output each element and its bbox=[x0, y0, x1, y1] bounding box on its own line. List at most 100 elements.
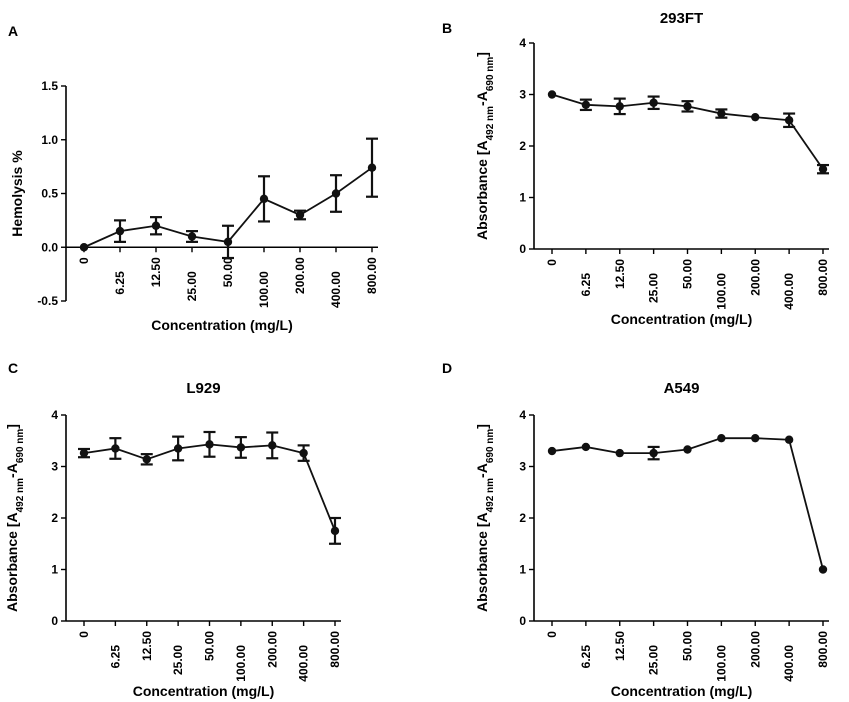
data-point bbox=[115, 226, 125, 236]
data-point bbox=[151, 221, 161, 230]
data-point bbox=[268, 441, 277, 450]
y-tick-label: 3 bbox=[51, 460, 58, 474]
data-point bbox=[649, 448, 658, 458]
x-tick-label: 800.00 bbox=[816, 631, 830, 668]
panel-letter: C bbox=[8, 360, 18, 376]
x-axis-label: Concentration (mg/L) bbox=[133, 683, 275, 699]
y-tick-label: 0 bbox=[51, 614, 58, 628]
data-point bbox=[223, 237, 233, 247]
x-tick-label: 25.00 bbox=[171, 645, 185, 675]
y-axis-label-part: Absorbance [A bbox=[4, 512, 20, 612]
data-point bbox=[649, 98, 658, 107]
x-tick-label: 400.00 bbox=[329, 271, 343, 308]
x-tick-label: 6.25 bbox=[579, 645, 593, 669]
y-tick-label: 0.5 bbox=[41, 187, 58, 201]
x-tick-label: 400.00 bbox=[782, 273, 796, 310]
data-point bbox=[581, 442, 591, 452]
y-axis-label-part: ] bbox=[474, 424, 490, 429]
y-tick-label: 0.0 bbox=[41, 240, 58, 254]
y-axis-label: Absorbance [A492 nm-A690 nm] bbox=[474, 52, 496, 240]
y-axis-label-subscript: 690 nm bbox=[485, 57, 496, 92]
data-point bbox=[187, 232, 197, 241]
data-point bbox=[717, 109, 726, 118]
data-point bbox=[331, 189, 341, 198]
x-tick-label: 50.00 bbox=[681, 631, 695, 661]
x-tick-label: 0 bbox=[545, 259, 559, 266]
data-point bbox=[79, 243, 89, 252]
y-tick-label: 0 bbox=[519, 614, 526, 628]
panel-A: A -0.5 0.0 0.5 1.0 1.5 0 6.25 12.50 25.00 50.00 100… bbox=[8, 23, 379, 333]
y-tick-label: 1.0 bbox=[41, 133, 58, 147]
y-axis-label-part: ] bbox=[4, 424, 20, 429]
x-tick-label: 50.00 bbox=[221, 257, 235, 287]
y-axis-label-subscript: 492 nm bbox=[485, 106, 496, 141]
y-tick-label: 2 bbox=[51, 511, 58, 525]
x-tick-label: 400.00 bbox=[782, 645, 796, 682]
data-point bbox=[330, 526, 340, 536]
x-tick-label: 200.00 bbox=[748, 631, 762, 668]
x-axis-label: Concentration (mg/L) bbox=[151, 317, 293, 333]
data-point bbox=[547, 446, 557, 456]
data-point bbox=[717, 433, 726, 443]
series-line bbox=[551, 437, 824, 570]
y-axis-label-part: Absorbance [A bbox=[474, 140, 490, 240]
x-tick-label: 6.25 bbox=[108, 645, 122, 669]
x-tick-label: 25.00 bbox=[647, 273, 661, 303]
x-axis-label: Concentration (mg/L) bbox=[611, 311, 753, 327]
x-tick-label: 0 bbox=[545, 631, 559, 638]
data-point bbox=[683, 102, 692, 111]
x-tick-label: 25.00 bbox=[185, 271, 199, 301]
x-tick-label: 0 bbox=[77, 257, 91, 264]
data-point bbox=[299, 448, 308, 458]
x-tick-label: 100.00 bbox=[257, 271, 271, 308]
x-tick-label: 50.00 bbox=[203, 631, 217, 661]
data-point bbox=[79, 448, 89, 458]
x-axis-label: Concentration (mg/L) bbox=[611, 683, 753, 699]
y-tick-label: 2 bbox=[519, 511, 526, 525]
data-point bbox=[818, 164, 828, 174]
x-tick-label: 200.00 bbox=[293, 257, 307, 294]
y-tick-label: 1 bbox=[51, 563, 58, 577]
x-tick-label: 100.00 bbox=[714, 645, 728, 682]
data-point bbox=[205, 440, 214, 449]
x-tick-label: 50.00 bbox=[681, 259, 695, 289]
x-tick-label: 200.00 bbox=[748, 259, 762, 296]
data-point bbox=[615, 102, 624, 111]
y-tick-label: 2 bbox=[519, 139, 526, 153]
data-point bbox=[784, 116, 794, 125]
data-point bbox=[236, 443, 246, 452]
chart-title: A549 bbox=[664, 380, 700, 397]
panel-D: D A549 0 1 2 3 4 0 6.25 12.50 25.00 50.00 100.00 200.… bbox=[442, 360, 830, 699]
y-tick-label: 4 bbox=[519, 36, 526, 50]
x-tick-label: 200.00 bbox=[265, 631, 279, 668]
y-tick-label: 3 bbox=[519, 460, 526, 474]
data-point bbox=[547, 90, 557, 99]
chart-title: 293FT bbox=[660, 10, 703, 27]
panel-letter: B bbox=[442, 20, 452, 36]
data-point bbox=[615, 448, 624, 458]
y-tick-label: 1.5 bbox=[41, 79, 58, 93]
data-point bbox=[173, 444, 183, 453]
y-axis-label-part: -A bbox=[474, 463, 490, 478]
data-point bbox=[751, 112, 760, 122]
data-point bbox=[581, 100, 591, 110]
x-tick-label: 25.00 bbox=[647, 645, 661, 675]
x-tick-label: 12.50 bbox=[140, 631, 154, 661]
panel-C: C L929 0 1 2 3 4 0 6.25 12.50 25.00 50.00 100.00 200.… bbox=[4, 360, 342, 699]
x-tick-label: 0 bbox=[77, 631, 91, 638]
y-axis-label: Absorbance [A492 nm-A690 nm] bbox=[4, 424, 26, 612]
y-tick-label: 4 bbox=[51, 408, 58, 422]
x-tick-label: 12.50 bbox=[613, 631, 627, 661]
x-tick-label: 100.00 bbox=[234, 645, 248, 682]
y-axis-label: Hemolysis % bbox=[9, 150, 25, 237]
y-tick-label: 0 bbox=[519, 242, 526, 256]
x-tick-label: 800.00 bbox=[365, 257, 379, 294]
data-point bbox=[259, 194, 269, 204]
data-point bbox=[142, 455, 151, 464]
x-tick-label: 6.25 bbox=[113, 271, 127, 295]
y-axis-label-part: Absorbance [A bbox=[474, 512, 490, 612]
y-tick-label: 1 bbox=[519, 563, 526, 577]
x-tick-label: 12.50 bbox=[613, 259, 627, 289]
data-point bbox=[683, 445, 692, 454]
